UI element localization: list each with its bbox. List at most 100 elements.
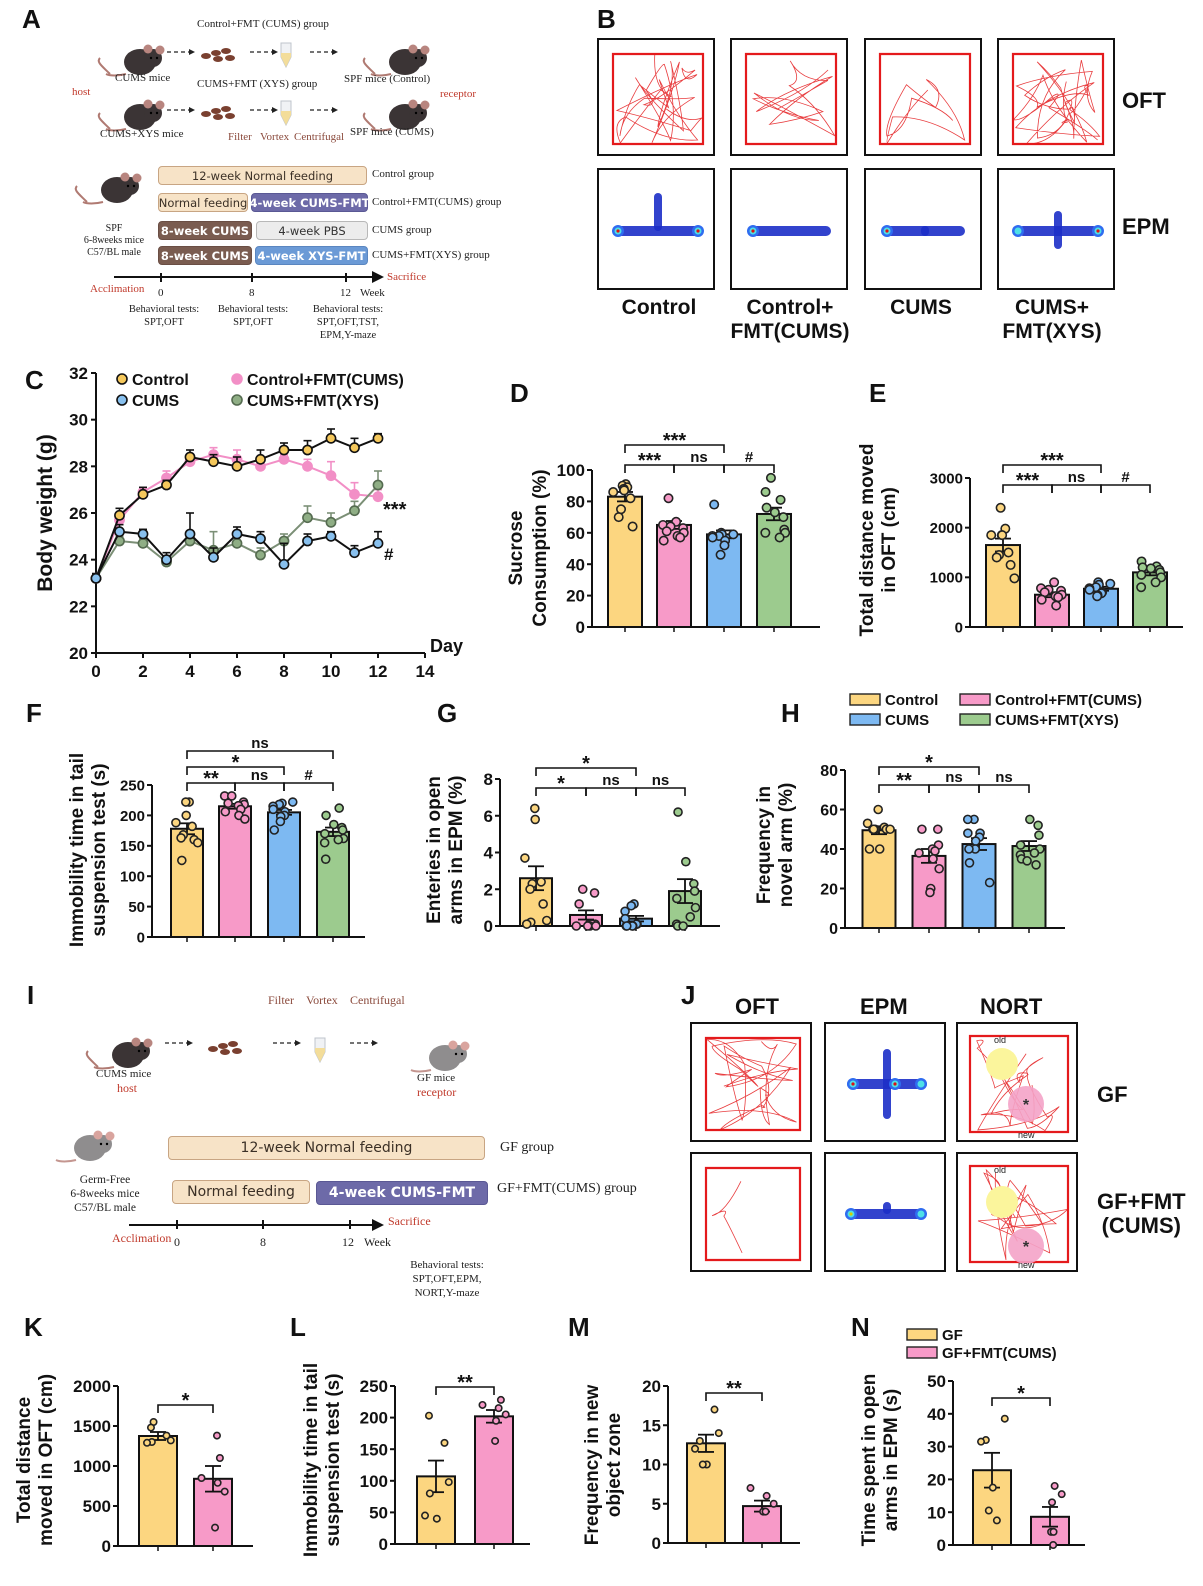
significance-bracket xyxy=(234,782,285,791)
data-point xyxy=(1025,814,1035,825)
oft-arena-3-drawing xyxy=(1011,52,1105,146)
y-axis-label: Immobility time in tail xyxy=(301,1363,322,1557)
y-tick-label: 5 xyxy=(652,1495,661,1514)
significance-bracket xyxy=(186,766,285,775)
data-point xyxy=(1051,600,1062,611)
data-point xyxy=(137,528,149,540)
significance-label: * xyxy=(182,1390,190,1412)
spf-mouse-caption: SPF 6-8weeks mice C57/BL male xyxy=(83,223,145,258)
y-tick-label: 60 xyxy=(820,802,838,819)
oft-arena-2 xyxy=(864,38,982,156)
data-point xyxy=(714,1429,723,1438)
data-point xyxy=(525,884,535,895)
data-point xyxy=(491,1436,500,1445)
legend-marker xyxy=(116,394,128,406)
data-point xyxy=(424,1411,433,1420)
epm-heatmap xyxy=(1012,211,1104,249)
significance-label: * xyxy=(925,752,933,774)
y-axis-label: novel arm (%) xyxy=(776,783,797,908)
group-caption-cums: CUMS xyxy=(890,296,952,319)
data-point xyxy=(997,530,1008,541)
data-point xyxy=(864,844,875,854)
data-point xyxy=(698,1460,707,1469)
germfree-mouse-caption: Germ-Free 6-8weeks mice C57/BL male xyxy=(70,1174,140,1214)
data-point xyxy=(709,499,720,510)
data-point xyxy=(208,551,219,563)
epm-arena-1 xyxy=(730,168,848,290)
data-point xyxy=(137,537,149,549)
data-point xyxy=(1105,578,1116,589)
panel-j-arena-r0-c1 xyxy=(824,1022,946,1142)
data-point xyxy=(212,1431,221,1440)
chart-f: 0 50 100 150 200 250 Immobility time in tail su… xyxy=(67,735,365,947)
data-point xyxy=(192,837,203,848)
week-tick-0: 0 xyxy=(158,287,164,299)
data-point xyxy=(719,540,730,551)
week-label: Week xyxy=(360,287,385,299)
data-point xyxy=(663,493,674,504)
y-tick-label: 0 xyxy=(937,1536,946,1555)
step-vortex: Vortex xyxy=(306,993,338,1007)
legend-label: CUMS+FMT(XYS) xyxy=(995,712,1119,729)
y-axis-label: Frequency in new xyxy=(582,1385,603,1546)
data-point xyxy=(213,1478,222,1487)
data-point xyxy=(984,877,995,888)
data-point xyxy=(372,537,384,549)
y-tick-label: 500 xyxy=(83,1497,111,1516)
data-point xyxy=(917,824,927,835)
data-point xyxy=(269,825,280,835)
data-point xyxy=(984,1506,993,1515)
y-tick-label: 20 xyxy=(642,1377,661,1396)
significance-label: *** xyxy=(1016,470,1040,492)
row2-host-label: CUMS+XYS mice xyxy=(100,128,184,140)
panel-j-arena-r0-c2: * old new xyxy=(956,1022,1078,1142)
significance-label: *** xyxy=(638,450,662,472)
y-tick-label: 0 xyxy=(484,917,493,936)
heat-spot xyxy=(696,229,700,233)
data-point xyxy=(862,818,873,829)
data-point xyxy=(187,821,197,832)
y-tick-label: 0 xyxy=(829,921,838,938)
annotation: *** xyxy=(383,499,407,521)
panel-label-b: B xyxy=(597,4,616,34)
data-point xyxy=(177,855,187,866)
y-tick-label: 32 xyxy=(69,364,88,383)
sacrifice-label: Sacrifice xyxy=(387,271,427,283)
y-tick-label: 4 xyxy=(484,844,494,863)
epm-arena-3-drawing xyxy=(1012,211,1104,249)
y-tick-label: 40 xyxy=(820,842,838,859)
y-axis-label: in OFT (cm) xyxy=(879,487,900,593)
y-axis-label: Total distance moved xyxy=(857,444,878,637)
behavioral-tests-week0: Behavioral tests: SPT,OFT xyxy=(128,304,200,328)
data-point xyxy=(181,810,191,821)
data-point xyxy=(621,921,632,931)
significance-bracket xyxy=(535,767,637,776)
panel-label-n: N xyxy=(851,1312,870,1342)
col-label-oft: OFT xyxy=(735,994,779,1019)
data-point xyxy=(1092,591,1103,602)
data-point xyxy=(184,451,196,463)
data-point xyxy=(1049,1527,1058,1536)
week-tick-0: 0 xyxy=(174,1235,180,1249)
data-point xyxy=(278,453,290,465)
data-point xyxy=(90,572,102,584)
epm-open-arm xyxy=(921,226,929,236)
y-axis-label: Enteries in open xyxy=(424,776,445,924)
timeline-bar-cums: 8-week CUMS xyxy=(158,246,252,265)
data-point xyxy=(520,853,530,863)
y-axis-label: suspension test (s) xyxy=(323,1373,344,1546)
data-point xyxy=(325,530,337,542)
y-axis-label: Sucrose xyxy=(506,511,527,586)
data-point xyxy=(988,1483,997,1492)
y-tick-label: 250 xyxy=(360,1377,388,1396)
data-point xyxy=(240,814,250,824)
significance-bracket xyxy=(157,1404,214,1413)
epm-heatmap xyxy=(612,193,704,237)
y-tick-label: 150 xyxy=(120,838,145,855)
panel-label-h: H xyxy=(781,698,800,728)
oft-arena-1-drawing xyxy=(744,52,838,146)
data-point xyxy=(761,502,772,513)
data-point xyxy=(992,1516,1001,1525)
behavioral-tests-week12: Behavioral tests: SPT,OFT,EPM, NORT,Y-maze xyxy=(410,1259,484,1299)
